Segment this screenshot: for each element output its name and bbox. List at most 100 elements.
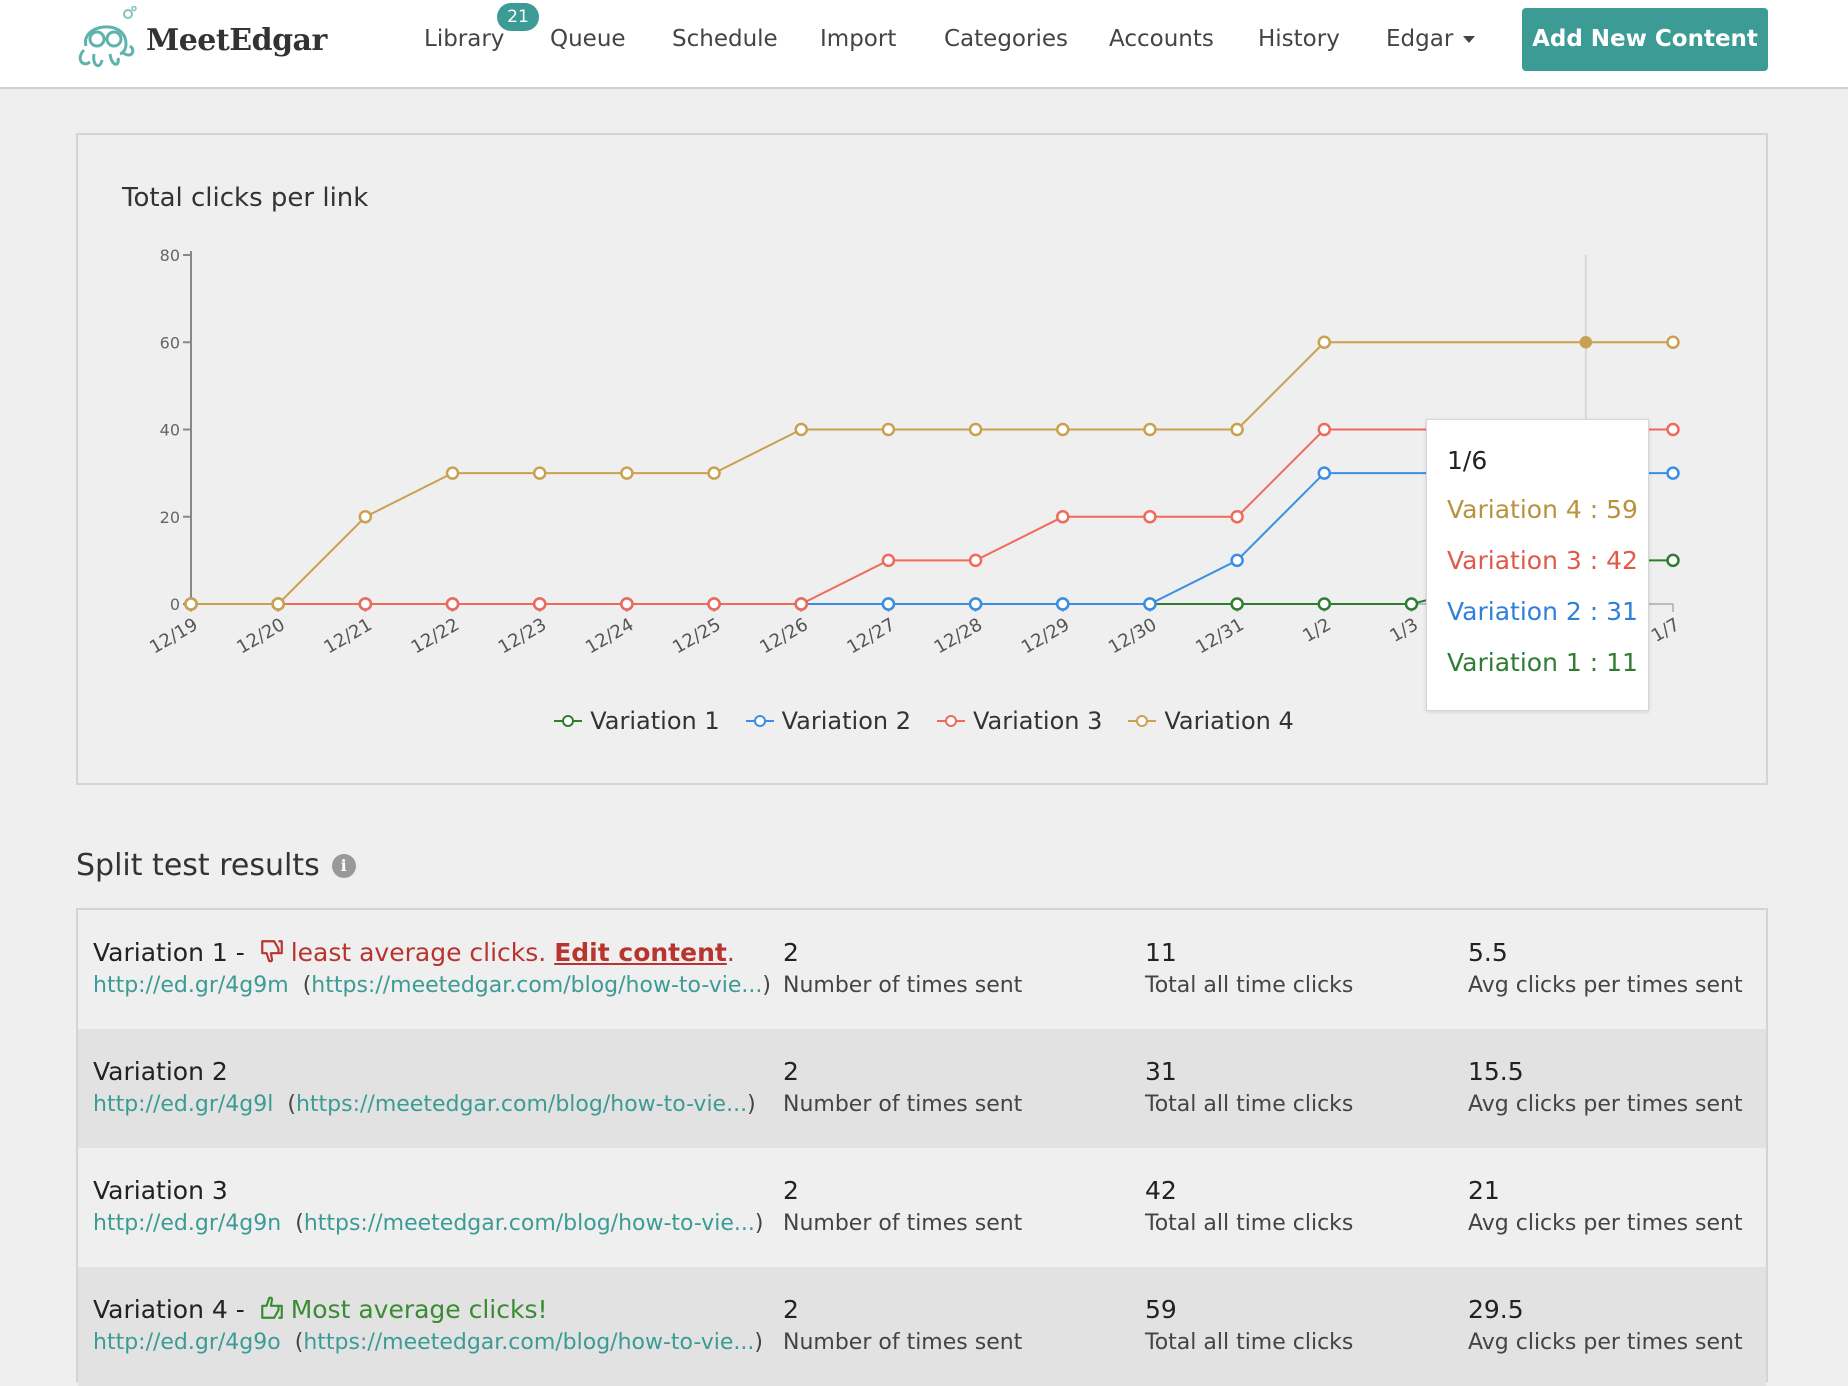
total-clicks-value: 31	[1145, 1057, 1177, 1086]
least-clicks-note: least average clicks.	[290, 938, 555, 967]
tooltip-row: Variation 1 : 11	[1447, 648, 1638, 677]
legend-item-variation-4[interactable]: Variation 4	[1128, 707, 1294, 735]
nav-edgar-dropdown[interactable]: Edgar	[1386, 26, 1476, 52]
long-url-link[interactable]: https://meetedgar.com/blog/how-to-vie...	[295, 1092, 748, 1117]
legend-item-variation-2[interactable]: Variation 2	[745, 707, 911, 735]
nav-queue[interactable]: Queue	[550, 26, 626, 52]
chart-panel: Total clicks per link 0 20 40 60 80 12/19 12/2…	[76, 133, 1768, 785]
open-paren: (	[302, 973, 312, 998]
long-url-link[interactable]: https://meetedgar.com/blog/how-to-vie...	[311, 973, 763, 998]
top-navbar: MeetEdgar 21 Library Queue Schedule Impo…	[0, 0, 1848, 89]
x-tick-label: 12/29	[1018, 614, 1073, 658]
close-paren: )	[754, 1211, 764, 1236]
legend-label: Variation 3	[973, 707, 1103, 735]
x-tick-label: 1/7	[1648, 614, 1684, 647]
avg-clicks-label: Avg clicks per times sent	[1468, 1211, 1743, 1236]
series-point-4	[358, 510, 373, 524]
avg-clicks-value: 15.5	[1468, 1057, 1524, 1086]
nav-import[interactable]: Import	[820, 26, 897, 52]
legend-dot	[945, 715, 957, 727]
add-new-content-button[interactable]: Add New Content	[1522, 8, 1768, 71]
variation-name: Variation 1 -	[93, 938, 253, 967]
variation-name: Variation 4 -	[93, 1295, 253, 1324]
edit-suffix: .	[726, 938, 735, 967]
short-url-link[interactable]: http://ed.gr/4g9o	[93, 1330, 281, 1355]
tooltip-row: Variation 4 : 59	[1447, 495, 1638, 524]
series-point-4	[1666, 335, 1680, 349]
short-url-link[interactable]: http://ed.gr/4g9l	[93, 1092, 274, 1117]
series-line-4	[191, 341, 1673, 605]
avg-clicks-cell: 15.5 Avg clicks per times sent	[1468, 1057, 1743, 1117]
times-sent-cell: 2 Number of times sent	[783, 1176, 1022, 1236]
series-point-2	[1143, 597, 1157, 611]
x-tick-label: 12/26	[756, 614, 811, 658]
avg-clicks-cell: 5.5 Avg clicks per times sent	[1468, 938, 1743, 998]
split-test-results-heading: Split test results i	[76, 848, 356, 883]
series-point-4	[1317, 335, 1332, 349]
x-tick-label: 12/21	[320, 614, 375, 658]
legend-item-variation-3[interactable]: Variation 3	[937, 707, 1102, 735]
series-point-3	[707, 597, 721, 611]
nav-categories[interactable]: Categories	[944, 26, 1068, 52]
series-point-2	[968, 597, 983, 611]
nav-history[interactable]: History	[1258, 26, 1340, 52]
short-url-link[interactable]: http://ed.gr/4g9m	[93, 973, 289, 998]
chart-legend: Variation 1 Variation 2 Variation 3 Variati…	[78, 707, 1770, 735]
x-tick-label: 12/25	[669, 614, 724, 658]
times-sent-label: Number of times sent	[783, 1211, 1023, 1236]
series-point-3	[620, 597, 634, 611]
avg-clicks-value: 29.5	[1468, 1295, 1524, 1324]
series-point-2	[881, 597, 896, 611]
open-paren: (	[295, 1211, 304, 1236]
total-clicks-cell: 31 Total all time clicks	[1145, 1057, 1353, 1117]
short-url-link[interactable]: http://ed.gr/4g9n	[93, 1211, 282, 1236]
times-sent-value: 2	[783, 1295, 799, 1324]
long-url-link[interactable]: https://meetedgar.com/blog/how-to-vie...	[303, 1330, 755, 1355]
x-tick-label: 12/22	[408, 614, 463, 658]
variation-cell: Variation 3 http://ed.gr/4g9n (https://m…	[93, 1176, 764, 1236]
x-tick-label: 12/19	[146, 614, 201, 658]
nav-edgar-label: Edgar	[1386, 26, 1454, 52]
avg-clicks-label: Avg clicks per times sent	[1468, 1330, 1743, 1355]
total-clicks-label: Total all time clicks	[1145, 1211, 1354, 1236]
logo-text: MeetEdgar	[146, 22, 327, 58]
series-point-4	[271, 597, 285, 611]
series-point-4	[1230, 422, 1244, 437]
legend-dot	[753, 715, 766, 727]
series-point-3	[532, 597, 547, 611]
legend-label: Variation 1	[590, 707, 720, 735]
x-tick-label: 12/28	[931, 614, 986, 658]
nav-schedule[interactable]: Schedule	[672, 26, 778, 52]
total-clicks-value: 11	[1145, 938, 1177, 967]
times-sent-value: 2	[783, 1057, 799, 1086]
series-point-3	[445, 597, 460, 611]
thumbs-down-icon	[260, 940, 283, 963]
table-row: Variation 2 http://ed.gr/4g9l (https://m…	[78, 1029, 1766, 1148]
x-tick-label: 12/24	[582, 614, 637, 658]
variation-name: Variation 2	[93, 1057, 228, 1086]
series-point-1	[1404, 597, 1419, 611]
variation-cell: Variation 1 - least average clicks. Edit…	[93, 938, 771, 998]
legend-line-dot-icon	[937, 714, 965, 728]
tooltip-title: 1/6	[1447, 446, 1488, 475]
x-tick-label: 1/3	[1386, 614, 1422, 647]
y-tick-label: 0	[170, 595, 180, 614]
series-point-3	[1056, 510, 1070, 524]
y-tick-label: 40	[160, 421, 180, 440]
nav-library[interactable]: Library	[424, 26, 505, 52]
series-point-2	[1230, 553, 1244, 568]
legend-item-variation-1[interactable]: Variation 1	[554, 707, 720, 735]
table-row: Variation 1 - least average clicks. Edit…	[78, 910, 1766, 1029]
variation-name: Variation 3	[93, 1176, 228, 1205]
tooltip-row: Variation 2 : 31	[1447, 597, 1638, 626]
series-point-1	[1317, 597, 1332, 611]
long-url-link[interactable]: https://meetedgar.com/blog/how-to-vie...	[303, 1211, 755, 1236]
nav-accounts[interactable]: Accounts	[1109, 26, 1214, 52]
avg-clicks-label: Avg clicks per times sent	[1468, 1092, 1743, 1117]
meetedgar-logo[interactable]: MeetEdgar	[74, 6, 327, 74]
x-tick-label: 12/23	[495, 614, 550, 658]
legend-label: Variation 4	[1164, 707, 1294, 735]
x-tick-label: 1/2	[1299, 614, 1335, 647]
info-icon[interactable]: i	[331, 853, 356, 878]
edit-content-link[interactable]: Edit content	[554, 938, 727, 967]
